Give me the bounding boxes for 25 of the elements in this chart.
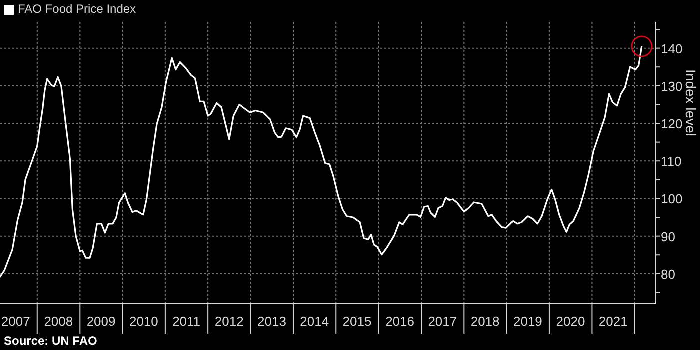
x-tick-label: 2009 (86, 314, 116, 329)
x-tick-label: 2012 (214, 314, 244, 329)
y-tick-label: 120 (661, 116, 683, 132)
x-tick-label: 2016 (386, 314, 414, 329)
x-tick-label: 2021 (598, 314, 628, 329)
y-tick-label: 100 (661, 192, 683, 207)
x-tick-label: 2017 (428, 314, 458, 329)
y-tick-label: 80 (661, 266, 676, 282)
y-tick-label: 130 (661, 78, 683, 94)
x-tick-label: 2014 (300, 314, 330, 329)
y-tick-label: 140 (661, 41, 683, 56)
x-tick-label: 2007 (1, 314, 30, 329)
x-tick-label: 2013 (258, 314, 286, 329)
x-tick-label: 2011 (172, 314, 201, 329)
x-tick-label: 2019 (513, 314, 542, 329)
y-tick-label: 90 (661, 229, 676, 244)
x-tick-label: 2020 (556, 314, 586, 329)
x-tick-label: 2010 (129, 314, 158, 329)
x-tick-label: 2008 (44, 314, 74, 329)
y-axis-title: Index level (683, 70, 699, 136)
x-tick-label: 2015 (342, 314, 372, 329)
legend-label: FAO Food Price Index (18, 2, 136, 16)
source-note: Source: UN FAO (4, 334, 98, 348)
y-tick-label: 110 (661, 154, 682, 170)
x-tick-label: 2018 (470, 314, 500, 329)
